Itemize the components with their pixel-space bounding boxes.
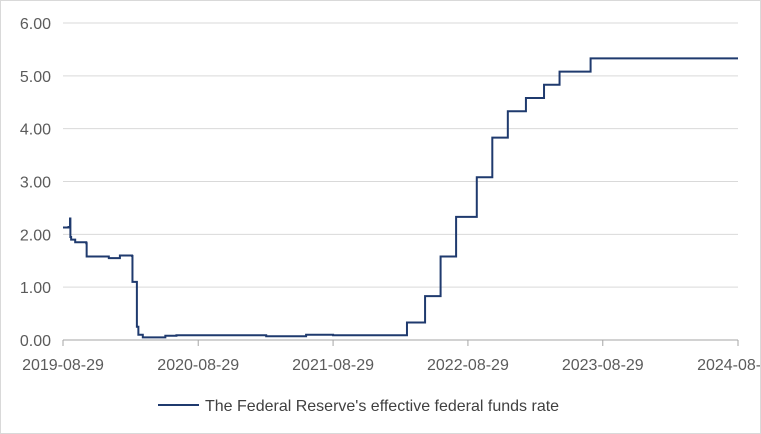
axes — [62, 339, 739, 346]
x-tick-label: 2022-08-29 — [427, 357, 509, 374]
series-line-effective-ffr — [63, 57, 738, 339]
series-layer — [63, 57, 738, 339]
x-tick-label: 2024-08-29 — [697, 357, 760, 374]
x-tick-label: 2019-08-29 — [22, 357, 104, 374]
x-tick-label: 2021-08-29 — [292, 357, 374, 374]
tick-labels: 0.00 1.00 2.00 3.00 4.00 5.00 6.00 2019-08-29 20… — [20, 16, 760, 374]
x-tick-label: 2023-08-29 — [562, 357, 644, 374]
y-tick-label: 3.00 — [20, 175, 51, 192]
y-tick-label: 5.00 — [20, 69, 51, 86]
y-tick-label: 0.00 — [20, 333, 51, 350]
legend-label: The Federal Reserve's effective federal … — [205, 398, 559, 415]
x-tick-label: 2020-08-29 — [157, 357, 239, 374]
y-tick-label: 6.00 — [20, 16, 51, 33]
gridlines — [63, 22, 738, 288]
legend: The Federal Reserve's effective federal … — [158, 398, 559, 415]
y-tick-label: 1.00 — [20, 280, 51, 297]
y-tick-label: 4.00 — [20, 122, 51, 139]
y-tick-label: 2.00 — [20, 227, 51, 244]
